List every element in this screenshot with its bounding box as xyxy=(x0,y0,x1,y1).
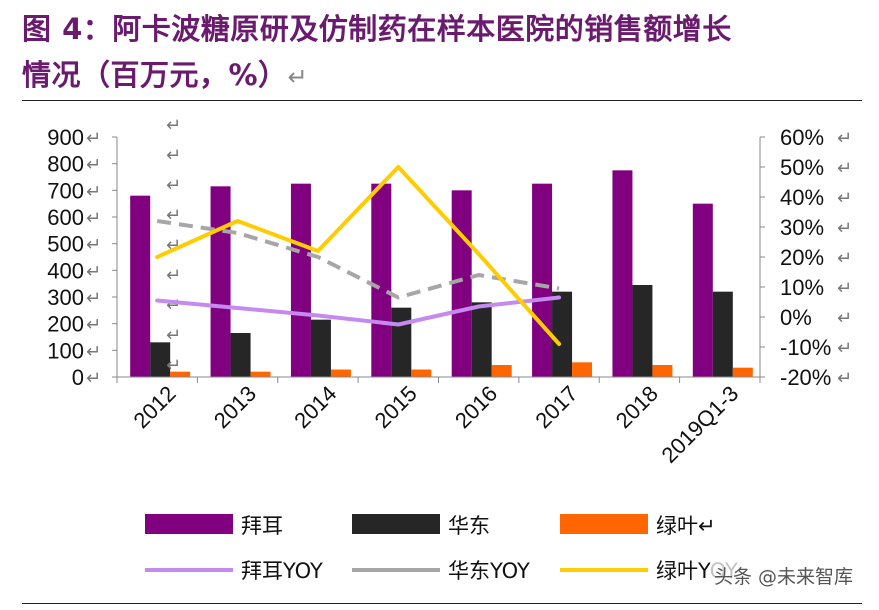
return-mark-icon: ↵ xyxy=(86,261,101,282)
return-mark-icon: ↵ xyxy=(86,128,101,149)
return-mark-icon: ↵ xyxy=(86,315,101,336)
return-mark-icon: ↵ xyxy=(86,181,101,202)
return-mark-icon: ↵ xyxy=(86,208,101,229)
bar-2-2017 xyxy=(552,291,573,377)
x-tick-label: 2014 xyxy=(289,381,341,433)
y-right-tick-label: 40% xyxy=(780,185,824,210)
y-left-tick-label: 800 xyxy=(47,152,84,177)
bar-1-2014 xyxy=(290,183,311,377)
return-mark-icon: ↵ xyxy=(86,341,101,362)
return-mark-icon: ↵ xyxy=(837,338,852,359)
bar-1-2015 xyxy=(371,183,392,377)
legend-label-5: 华东YOY xyxy=(448,559,530,583)
y-left-tick-label: 300 xyxy=(47,285,84,310)
return-mark-icon: ↵ xyxy=(287,63,309,91)
line-series-1 xyxy=(155,295,562,327)
y-left-tick-label: 400 xyxy=(47,258,84,283)
return-mark-icon: ↵ xyxy=(166,115,181,136)
legend-label-3: 绿叶↵ xyxy=(656,514,716,538)
y-right-tick-label: -10% xyxy=(780,335,831,360)
return-mark-icon: ↵ xyxy=(166,145,181,166)
return-mark-icon: ↵ xyxy=(837,218,852,239)
return-mark-icon: ↵ xyxy=(86,235,101,256)
y-right-tick-label: 30% xyxy=(780,215,824,240)
bar-3-2016 xyxy=(491,365,512,377)
bar-3-2013 xyxy=(250,371,271,377)
return-mark-icon: ↵ xyxy=(837,248,852,269)
y-left-tick-label: 0 xyxy=(72,365,84,390)
return-mark-icon: ↵ xyxy=(837,368,852,389)
bar-1-2017 xyxy=(532,183,553,377)
bar-3-2018 xyxy=(652,365,673,377)
legend-swatch-2 xyxy=(352,514,440,534)
bar-1-2018 xyxy=(612,170,633,377)
return-mark-icon: ↵ xyxy=(837,158,852,179)
watermark: 头条 @未来智库 xyxy=(709,562,857,589)
return-mark-icon: ↵ xyxy=(837,128,852,149)
legend-label-4: 拜耳YOY xyxy=(241,559,323,583)
return-mark-icon: ↵ xyxy=(166,175,181,196)
y-left-tick-label: 500 xyxy=(47,232,84,257)
bar-3-2019Q1-3 xyxy=(732,367,753,377)
legend-swatch-1 xyxy=(145,514,233,534)
return-mark-icon: ↵ xyxy=(837,188,852,209)
x-tick-label: 2015 xyxy=(370,381,422,433)
x-tick-label: 2017 xyxy=(530,381,582,433)
bar-1-2019Q1-3 xyxy=(692,203,713,377)
bar-1-2012 xyxy=(130,195,151,377)
return-mark-icon: ↵ xyxy=(166,355,181,376)
return-mark-icon: ↵ xyxy=(86,368,101,389)
return-mark-icon: ↵ xyxy=(86,155,101,176)
bar-2-2014 xyxy=(310,319,331,377)
bottom-rule xyxy=(22,603,862,604)
bar-2-2015 xyxy=(391,307,412,377)
bar-1-2016 xyxy=(451,190,472,377)
return-mark-icon: ↵ xyxy=(166,265,181,286)
y-right-tick-label: 20% xyxy=(780,245,824,270)
x-tick-label: 2019Q1-3 xyxy=(656,381,743,468)
y-right-tick-label: -20% xyxy=(780,365,831,390)
y-left-tick-label: 700 xyxy=(47,178,84,203)
bar-3-2014 xyxy=(330,369,351,377)
return-mark-icon: ↵ xyxy=(86,288,101,309)
y-right-tick-label: 60% xyxy=(780,125,824,150)
x-tick-label: 2018 xyxy=(611,381,663,433)
y-left-tick-label: 600 xyxy=(47,205,84,230)
y-right-tick-label: 10% xyxy=(780,275,824,300)
bar-3-2017 xyxy=(572,362,593,377)
bar-2-2013 xyxy=(230,333,251,377)
return-mark-icon: ↵ xyxy=(166,325,181,346)
bar-2-2016 xyxy=(471,302,492,377)
bar-3-2012 xyxy=(170,371,191,377)
y-left-tick-label: 200 xyxy=(47,312,84,337)
return-mark-icon: ↵ xyxy=(837,278,852,299)
top-rule xyxy=(22,100,862,101)
chart-title: 图 4：阿卡波糖原研及仿制药在样本医院的销售额增长 情况（百万元，%）↵ xyxy=(22,6,862,100)
y-right-tick-label: 50% xyxy=(780,155,824,180)
x-tick-label: 2012 xyxy=(128,381,180,433)
line-series-2 xyxy=(156,219,560,300)
legend-label-1: 拜耳 xyxy=(241,514,283,538)
line-series-3 xyxy=(155,165,562,346)
x-tick-label: 2016 xyxy=(450,381,502,433)
return-mark-icon: ↵ xyxy=(166,295,181,316)
chart-title-line2: 情况（百万元，%） xyxy=(22,58,288,92)
bar-3-2015 xyxy=(411,369,432,377)
y-left-tick-label: 900 xyxy=(47,125,84,150)
return-mark-icon: ↵ xyxy=(166,205,181,226)
bar-2-2018 xyxy=(632,285,653,377)
return-mark-icon: ↵ xyxy=(837,308,852,329)
x-tick-label: 2013 xyxy=(209,381,261,433)
bar-1-2013 xyxy=(210,186,231,377)
y-right-tick-label: 0% xyxy=(780,305,812,330)
y-left-tick-label: 100 xyxy=(47,338,84,363)
legend-swatch-3 xyxy=(560,514,648,534)
legend-label-2: 华东 xyxy=(448,514,490,538)
bar-2-2012 xyxy=(150,342,171,377)
bar-2-2019Q1-3 xyxy=(712,291,733,377)
chart-title-line1: 图 4：阿卡波糖原研及仿制药在样本医院的销售额增长 xyxy=(22,12,732,46)
